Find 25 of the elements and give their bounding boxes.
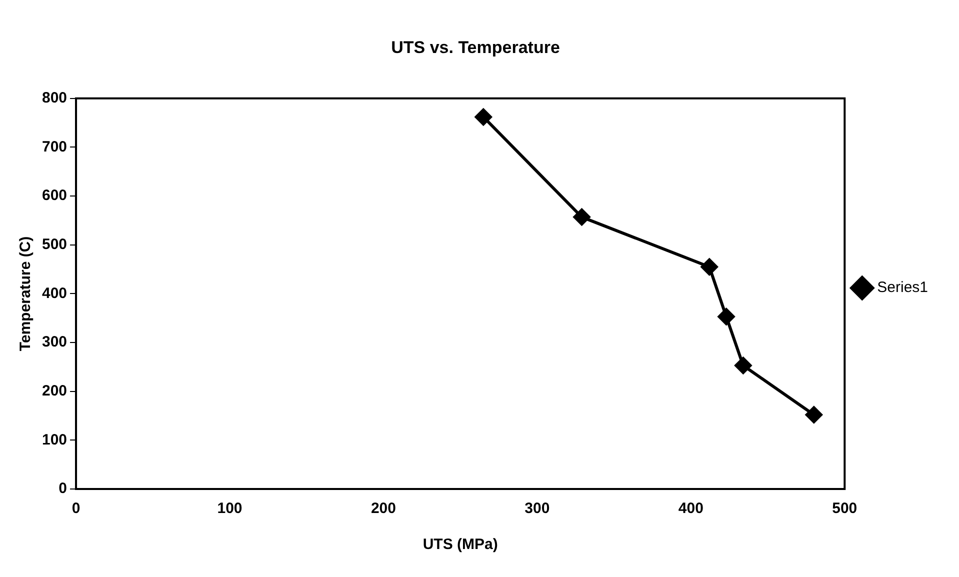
x-tick-label: 400 <box>678 500 704 518</box>
y-axis-title: Temperature (C) <box>17 236 34 352</box>
y-tick-label: 600 <box>42 187 68 204</box>
point <box>734 356 752 374</box>
x-tick-label: 500 <box>832 500 858 518</box>
y-tick-label: 500 <box>42 236 68 254</box>
y-tick-label: 800 <box>42 90 68 107</box>
point <box>573 208 590 226</box>
y-tick-label: 200 <box>42 382 68 400</box>
chart-title: UTS vs. Temperature <box>391 38 560 57</box>
x-axis-title: UTS (MPa) <box>422 536 498 554</box>
legend-label: Series1 <box>877 279 928 296</box>
y-tick-label: 300 <box>42 334 68 351</box>
x-tick-label: 0 <box>72 500 80 518</box>
y-tick-label: 700 <box>42 138 68 156</box>
x-tick-label: 200 <box>370 500 396 518</box>
y-tick-label: 100 <box>42 431 68 448</box>
y-tick-label: 400 <box>42 284 68 302</box>
point <box>700 258 718 276</box>
y-tick-label: 0 <box>58 480 68 498</box>
point <box>805 406 822 424</box>
x-tick-label: 100 <box>217 500 242 518</box>
point <box>718 308 735 326</box>
point <box>474 108 492 126</box>
x-tick-label: 300 <box>524 500 550 518</box>
